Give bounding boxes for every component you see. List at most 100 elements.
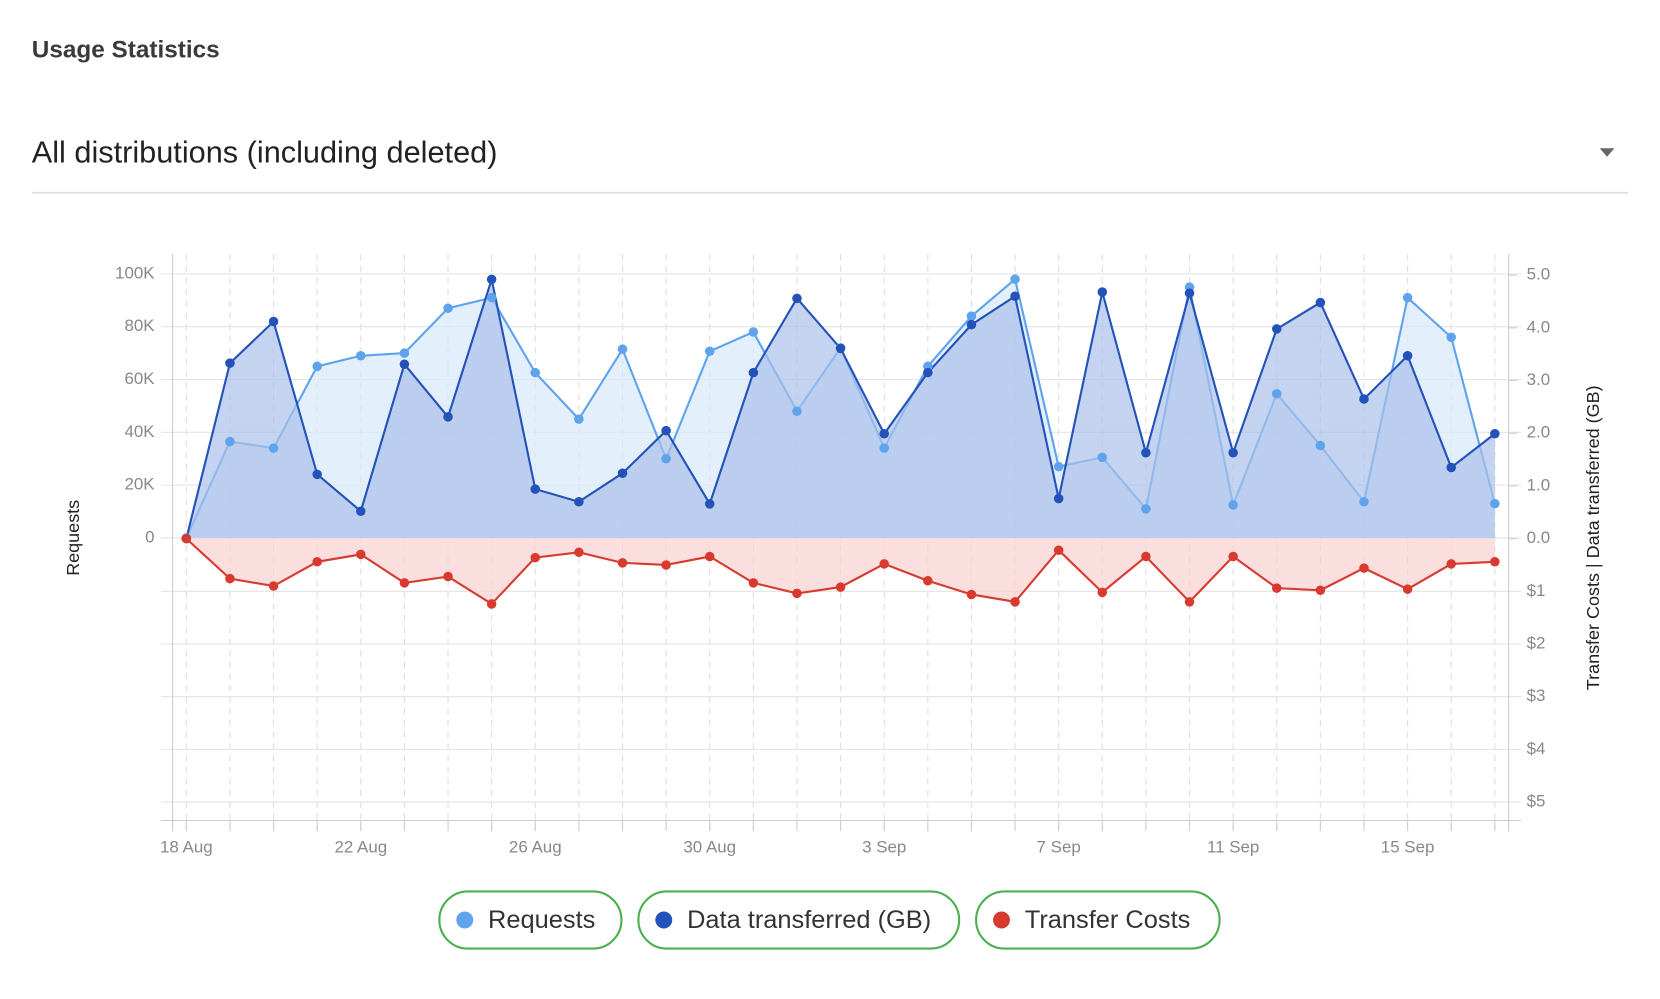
- data-point: [1184, 597, 1195, 607]
- data-point: [443, 571, 453, 582]
- dropdown-value[interactable]: All distributions (including deleted): [32, 135, 498, 170]
- data-point: [1490, 498, 1500, 509]
- x-tick-label: 3 Sep: [862, 837, 906, 856]
- y-tick-label: 100K: [115, 263, 155, 282]
- data-point: [704, 551, 715, 562]
- data-point: [661, 453, 671, 464]
- data-point: [1315, 585, 1326, 596]
- data-point: [486, 599, 497, 609]
- data-point: [1053, 461, 1064, 472]
- data-point: [1402, 351, 1413, 361]
- data-point: [530, 484, 541, 494]
- legend-item[interactable]: Transfer Costs: [975, 890, 1221, 950]
- data-point: [923, 367, 933, 378]
- legend-label[interactable]: Requests: [488, 906, 595, 934]
- data-point: [1402, 292, 1413, 303]
- data-point: [530, 552, 541, 563]
- data-point: [443, 303, 453, 313]
- y-tick-label: 60K: [124, 369, 155, 388]
- data-point: [399, 348, 410, 358]
- y2-tick-label: 2.0: [1527, 423, 1551, 442]
- y2-axis-title: Transfer Costs | Data transferred (GB): [1583, 385, 1603, 690]
- data-point: [704, 346, 715, 357]
- data-point: [748, 367, 759, 378]
- data-point: [1315, 440, 1326, 451]
- y3-tick-label: $5: [1527, 792, 1546, 811]
- data-point: [792, 293, 802, 304]
- data-point: [356, 506, 366, 516]
- data-point: [748, 327, 759, 337]
- data-point: [966, 311, 977, 321]
- y-tick-label: 0: [145, 527, 154, 546]
- legend-item[interactable]: Requests: [438, 890, 623, 950]
- data-point: [574, 547, 584, 558]
- data-point: [704, 499, 715, 509]
- y3-tick-label: $3: [1527, 686, 1546, 705]
- data-point: [312, 361, 322, 372]
- dropdown-arrow[interactable]: [1599, 148, 1615, 157]
- y3-tick-label: $4: [1527, 739, 1546, 758]
- data-point: [1228, 551, 1238, 562]
- distribution-dropdown[interactable]: All distributions (including deleted): [31, 135, 1629, 194]
- data-point: [574, 414, 584, 424]
- data-point: [1402, 584, 1413, 594]
- y-tick-label: 40K: [124, 422, 155, 441]
- data-point: [835, 343, 846, 354]
- y2-tick-label: 3.0: [1527, 370, 1551, 389]
- data-point: [268, 316, 279, 327]
- data-point: [312, 557, 322, 567]
- legend-label[interactable]: Transfer Costs: [1025, 906, 1191, 934]
- data-point: [225, 436, 235, 447]
- data-point: [1359, 563, 1369, 573]
- data-point: [1141, 504, 1151, 514]
- data-point: [792, 406, 802, 416]
- data-point: [1446, 462, 1456, 473]
- data-point: [1271, 583, 1282, 593]
- data-point: [225, 358, 235, 368]
- data-point: [312, 469, 322, 480]
- data-point: [530, 367, 541, 378]
- data-point: [1097, 587, 1108, 598]
- data-point: [1446, 332, 1456, 343]
- data-point: [966, 589, 977, 600]
- legend-pill[interactable]: [438, 890, 623, 950]
- y2-tick-label: 1.0: [1527, 475, 1551, 494]
- series-area: [186, 279, 1495, 539]
- data-point: [1490, 428, 1500, 439]
- legend-swatch[interactable]: [993, 911, 1010, 929]
- data-point: [1359, 394, 1369, 404]
- x-tick-label: 15 Sep: [1381, 837, 1435, 856]
- data-point: [1010, 274, 1020, 284]
- legend-pill[interactable]: [637, 890, 961, 950]
- x-tick-label: 30 Aug: [683, 837, 736, 856]
- y3-tick-label: $2: [1527, 633, 1546, 652]
- data-point: [486, 292, 497, 303]
- data-point: [1271, 389, 1282, 399]
- y-tick-label: 20K: [124, 475, 155, 494]
- legend-pill[interactable]: [975, 890, 1221, 950]
- data-point: [1010, 597, 1020, 607]
- x-tick-label: 18 Aug: [160, 837, 213, 856]
- x-tick-label: 7 Sep: [1037, 837, 1081, 856]
- legend-swatch[interactable]: [655, 911, 673, 929]
- data-point: [661, 560, 671, 570]
- data-point: [1053, 545, 1064, 555]
- legend-item[interactable]: Data transferred (GB): [637, 890, 961, 950]
- data-point: [1097, 452, 1108, 463]
- legend-swatch[interactable]: [456, 911, 474, 929]
- data-point: [443, 412, 453, 422]
- data-point: [1315, 297, 1326, 308]
- data-point: [356, 350, 366, 361]
- card-title: Usage Statistics: [32, 36, 220, 63]
- data-point: [1228, 500, 1238, 510]
- data-point: [1184, 288, 1195, 298]
- data-point: [486, 274, 497, 285]
- data-point: [268, 443, 279, 453]
- data-point: [661, 425, 671, 436]
- data-point: [617, 468, 628, 479]
- legend-label[interactable]: Data transferred (GB): [687, 906, 931, 934]
- data-point: [1271, 324, 1282, 334]
- data-point: [181, 533, 192, 544]
- data-point: [1010, 291, 1020, 302]
